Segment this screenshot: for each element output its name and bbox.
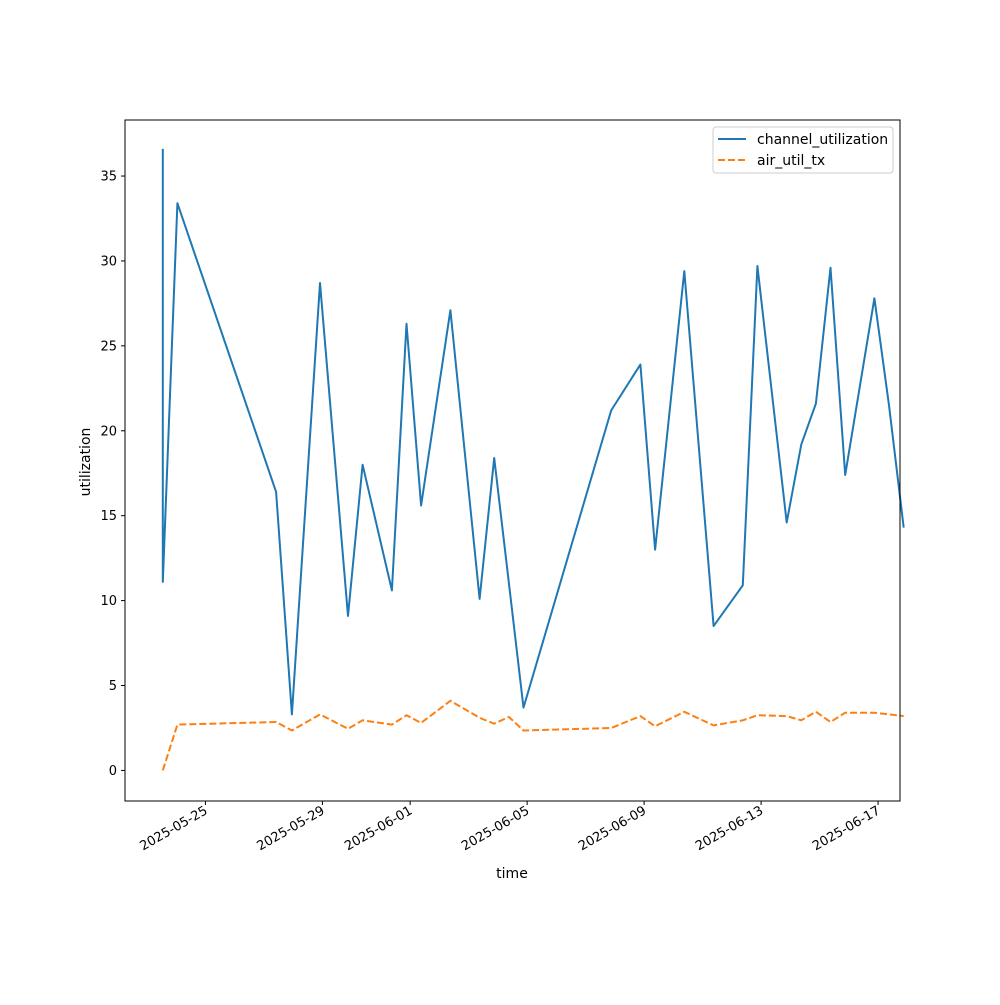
y-axis-label: utilization xyxy=(78,428,94,497)
axes-frame xyxy=(124,119,901,802)
y-tick-label: 25 xyxy=(100,339,117,354)
y-tick-label: 10 xyxy=(100,594,117,609)
y-tick-label: 15 xyxy=(100,509,117,524)
y-tick-label: 5 xyxy=(109,679,117,694)
y-tick-label: 0 xyxy=(109,764,117,779)
x-axis-label: time xyxy=(496,866,528,882)
legend: channel_utilization air_util_tx xyxy=(712,126,894,174)
y-tick-label: 20 xyxy=(100,424,117,439)
legend-label: channel_utilization xyxy=(757,132,888,148)
plot-area xyxy=(161,148,905,771)
series-line-air-util-tx xyxy=(161,699,904,771)
series-line-channel-utilization xyxy=(161,148,905,716)
legend-label: air_util_tx xyxy=(757,153,825,169)
y-tick-label: 30 xyxy=(100,254,117,269)
legend-box xyxy=(712,126,894,174)
y-tick-label: 35 xyxy=(100,170,117,185)
